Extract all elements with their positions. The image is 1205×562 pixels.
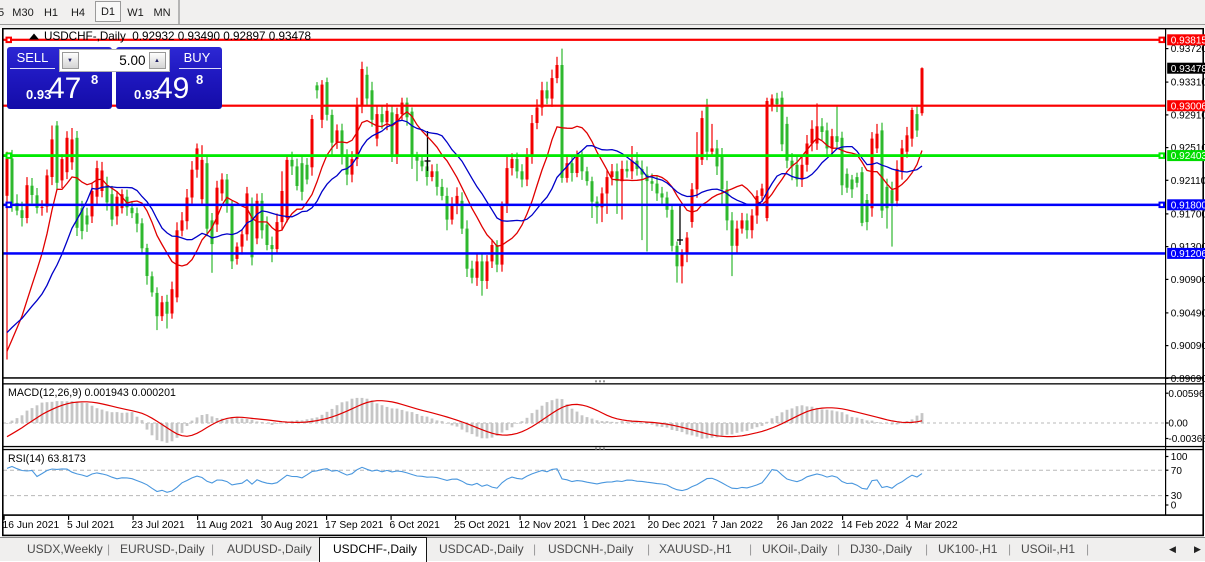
svg-text:0.89690: 0.89690	[1171, 374, 1205, 385]
svg-text:23 Jul 2021: 23 Jul 2021	[132, 520, 186, 531]
svg-text:0.93478: 0.93478	[1171, 64, 1205, 75]
svg-text:25 Oct 2021: 25 Oct 2021	[454, 520, 510, 531]
svg-text:0.93006: 0.93006	[1171, 101, 1205, 112]
svg-text:0.00: 0.00	[1168, 419, 1188, 430]
svg-text:14 Feb 2022: 14 Feb 2022	[841, 520, 899, 531]
svg-text:0.91206: 0.91206	[1171, 249, 1205, 260]
svg-text:100: 100	[1171, 452, 1188, 463]
svg-text:USDCHF-,Daily 0.92932 0.93490: USDCHF-,Daily 0.92932 0.93490 0.92897 0.…	[44, 30, 311, 43]
svg-text:0.92510: 0.92510	[1171, 143, 1205, 154]
svg-text:RSI(14) 63.8173: RSI(14) 63.8173	[8, 453, 86, 465]
svg-text:0.93310: 0.93310	[1171, 78, 1205, 89]
svg-text:0.93720: 0.93720	[1171, 44, 1205, 55]
svg-text:6 Oct 2021: 6 Oct 2021	[390, 520, 441, 531]
svg-text:0.91800: 0.91800	[1171, 200, 1205, 211]
svg-text:4 Mar 2022: 4 Mar 2022	[906, 520, 958, 531]
svg-text:0.005963: 0.005963	[1168, 389, 1205, 400]
svg-text:7 Jan 2022: 7 Jan 2022	[712, 520, 763, 531]
svg-text:30 Aug 2021: 30 Aug 2021	[261, 520, 319, 531]
svg-text:-0.00366: -0.00366	[1168, 434, 1205, 445]
svg-text:16 Jun 2021: 16 Jun 2021	[3, 520, 60, 531]
svg-text:30: 30	[1171, 491, 1183, 502]
svg-text:17 Sep 2021: 17 Sep 2021	[325, 520, 384, 531]
svg-text:0.92110: 0.92110	[1171, 176, 1205, 187]
svg-text:0.93815: 0.93815	[1171, 35, 1205, 46]
svg-text:MACD(12,26,9) 0.001943 0.00020: MACD(12,26,9) 0.001943 0.000201	[8, 387, 176, 399]
svg-text:0: 0	[1171, 501, 1177, 512]
svg-text:11 Aug 2021: 11 Aug 2021	[196, 520, 253, 531]
svg-text:0.91300: 0.91300	[1171, 242, 1205, 253]
svg-text:12 Nov 2021: 12 Nov 2021	[519, 520, 578, 531]
svg-text:0.91700: 0.91700	[1171, 210, 1205, 221]
svg-text:70: 70	[1171, 466, 1183, 477]
svg-text:26 Jan 2022: 26 Jan 2022	[777, 520, 834, 531]
svg-text:1 Dec 2021: 1 Dec 2021	[583, 520, 636, 531]
svg-text:0.92910: 0.92910	[1171, 111, 1205, 122]
svg-text:0.92403: 0.92403	[1171, 151, 1205, 162]
svg-text:0.90090: 0.90090	[1171, 341, 1205, 352]
svg-text:20 Dec 2021: 20 Dec 2021	[648, 520, 707, 531]
svg-text:0.90900: 0.90900	[1171, 275, 1205, 286]
svg-text:0.90490: 0.90490	[1171, 309, 1205, 320]
svg-text:5 Jul 2021: 5 Jul 2021	[67, 520, 115, 531]
